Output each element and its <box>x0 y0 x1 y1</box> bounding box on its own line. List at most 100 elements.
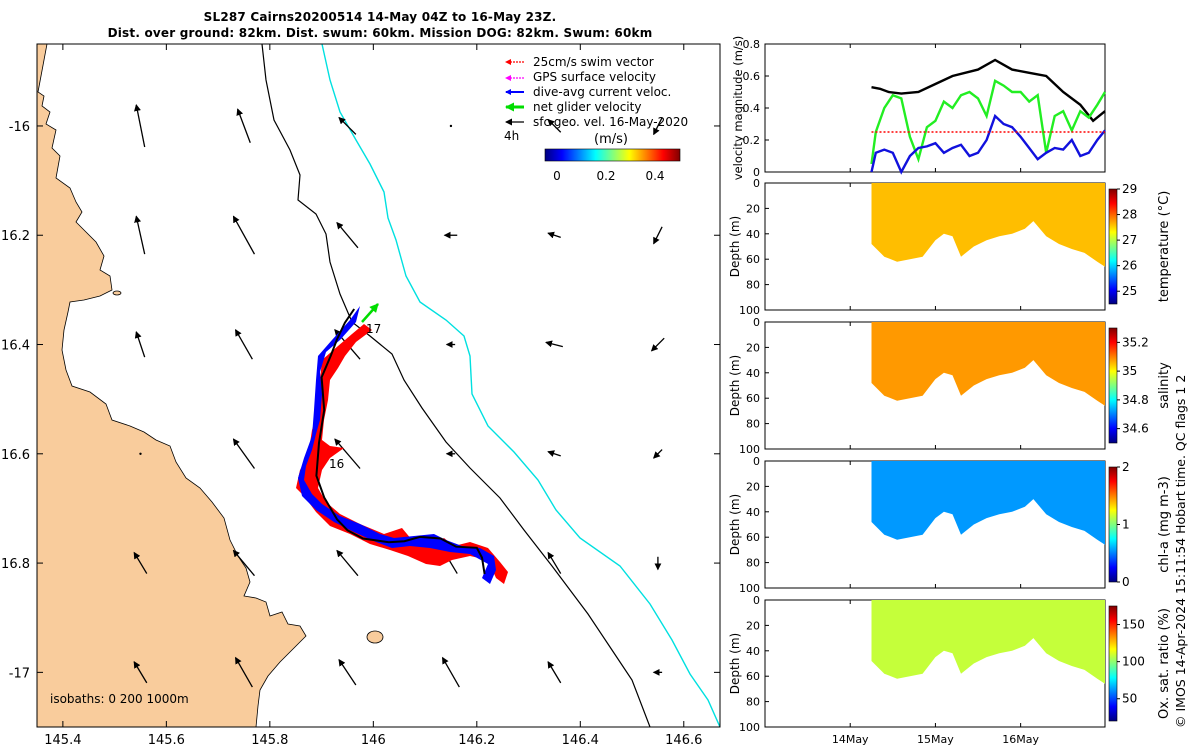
colorbar-label: temperature (°C) <box>1157 191 1172 303</box>
geo-vector-arrow <box>653 117 663 136</box>
map-panel: 17 16 145.4 145.6 145.8 146 146.2 146.4 146.6 -… <box>1 43 721 748</box>
colorbar-tick-label: 35 <box>1122 364 1137 378</box>
x-tick-label: 146.2 <box>458 733 495 748</box>
footer-credit: © IMOS 14-Apr-2024 15:11:54 Hobart time.… <box>1173 375 1188 728</box>
y-tick-label: 0.6 <box>743 70 761 83</box>
colorbar-tick-label: 1 <box>1122 518 1130 532</box>
colorbar <box>1108 188 1118 305</box>
y-tick-label: 60 <box>746 253 760 266</box>
geo-vector-arrow <box>547 551 562 574</box>
island <box>112 290 122 296</box>
y-tick-label: 40 <box>746 506 760 519</box>
geo-vector-arrow <box>134 103 146 148</box>
colorbar-tick-label: 25 <box>1122 284 1137 298</box>
x-tick-label: 145.4 <box>44 733 81 748</box>
geo-vector-arrow <box>134 215 146 255</box>
time-axis: 14May 15May 16May <box>832 733 1040 746</box>
geo-vector-arrow <box>545 340 563 348</box>
y-tick-label: 80 <box>746 279 760 292</box>
colorbar-tick-label: 29 <box>1122 182 1137 196</box>
y-tick-label: 100 <box>739 582 760 595</box>
colorbar <box>1108 605 1118 722</box>
geo-vector-dot <box>449 124 453 128</box>
geo-vector-arrow <box>338 116 357 135</box>
geo-vector-arrow <box>336 221 359 249</box>
y-tick-label: 20 <box>746 202 760 215</box>
y-tick-label: 100 <box>739 721 760 734</box>
geo-vector-arrow <box>653 226 663 245</box>
colorbar-tick-label: 34.8 <box>1122 393 1149 407</box>
y-tick-label: 60 <box>746 531 760 544</box>
geo-vector-arrow <box>653 449 663 459</box>
y-tick-label: 20 <box>746 480 760 493</box>
colorbar-tick: 0.2 <box>596 169 615 183</box>
net-velocity-arrow <box>361 303 379 323</box>
y-tick-label: -16 <box>9 120 30 135</box>
geo-vector-dot <box>139 452 142 455</box>
speed-colorbar <box>544 148 681 162</box>
y-tick-label: 0.2 <box>743 134 761 147</box>
legend-swim-label: 25cm/s swim vector <box>533 55 654 69</box>
series-line-blue <box>870 113 1106 175</box>
y-tick-label: 20 <box>746 341 760 354</box>
geo-vector-arrow <box>338 658 357 686</box>
salinity-section: 0 20 40 60 80 100 Depth (m) 34.6 34.8 35 35.2 salin… <box>728 316 1172 456</box>
colorbar-tick-label: 28 <box>1122 208 1137 222</box>
y-tick-label: 16.4 <box>1 339 30 354</box>
colorbar-label: chl-a (mg m-3) <box>1157 476 1172 573</box>
legend-time-step: 4h <box>504 129 519 143</box>
geo-vector-arrow <box>133 661 148 684</box>
map-legend: 25cm/s swim vector GPS surface velocity … <box>504 55 688 183</box>
time-tick-label: 16May <box>1002 733 1039 746</box>
y-tick-label: 80 <box>746 696 760 709</box>
geo-vector-arrow <box>236 108 251 143</box>
colorbar-tick: 0.4 <box>645 169 664 183</box>
y-axis-label: Depth (m) <box>728 633 742 694</box>
chlorophyll-section: 0 20 40 60 80 100 Depth (m) 0 1 2 chl-a (mg m-3) <box>728 455 1172 595</box>
y-axis-label: velocity magnitude (m/s) <box>731 36 745 181</box>
y-axis-label: Depth (m) <box>728 494 742 555</box>
section-fill <box>871 461 1105 545</box>
geo-vector-arrow <box>133 551 148 574</box>
isobath-1000m <box>321 44 720 727</box>
colorbar-tick-label: 26 <box>1122 259 1137 273</box>
y-tick-label: 60 <box>746 670 760 683</box>
colorbar-tick-label: 0 <box>1122 575 1130 589</box>
y-tick-label: 0 <box>753 166 760 179</box>
island <box>366 630 384 644</box>
geo-vector-arrow <box>547 231 561 239</box>
y-tick-label: 0 <box>753 316 760 329</box>
temperature-section: 0 20 40 60 80 100 Depth (m) 25 26 27 28 29 temperatu… <box>728 177 1172 317</box>
x-tick-label: 145.8 <box>251 733 288 748</box>
geo-vector-arrow <box>334 438 361 469</box>
geo-vector-arrow <box>235 656 253 688</box>
geo-vector-arrow <box>547 118 562 133</box>
y-tick-label: 16.8 <box>1 557 30 572</box>
legend-gps-label: GPS surface velocity <box>533 70 656 84</box>
geo-vector-arrow <box>232 215 256 255</box>
x-tick-label: 145.6 <box>148 733 185 748</box>
time-tick-label: 15May <box>917 733 954 746</box>
geo-vector-arrow <box>232 438 255 469</box>
geo-vector-arrow <box>232 549 255 577</box>
legend-current-label: dive-avg current veloc. <box>533 85 671 99</box>
y-tick-label: 20 <box>746 619 760 632</box>
y-tick-label: 0.8 <box>743 38 761 51</box>
x-tick-label: 146.6 <box>665 733 702 748</box>
y-tick-label: 40 <box>746 367 760 380</box>
geo-vector-arrow <box>547 450 561 457</box>
time-tick-label: 14May <box>832 733 869 746</box>
series-line-green <box>870 78 1107 165</box>
oxygen-section: 0 20 40 60 80 100 Depth (m) 50 100 150 Ox. sat. ra… <box>728 594 1172 734</box>
colorbar-tick-label: 2 <box>1122 460 1130 474</box>
colorbar-tick-label: 27 <box>1122 233 1137 247</box>
legend-geo-label: sfc geo. vel. 16-May-2020 <box>533 115 688 129</box>
day-label-17: 17 <box>366 322 381 336</box>
y-tick-label: 80 <box>746 557 760 570</box>
map-axes: 145.4 145.6 145.8 146 146.2 146.4 146.6 -16 16.2… <box>1 44 720 748</box>
colorbar-tick-label: 34.6 <box>1122 422 1149 436</box>
y-tick-label: 60 <box>746 392 760 405</box>
coastline-land <box>37 44 307 727</box>
y-tick-label: 80 <box>746 418 760 431</box>
y-tick-label: 0 <box>753 455 760 468</box>
